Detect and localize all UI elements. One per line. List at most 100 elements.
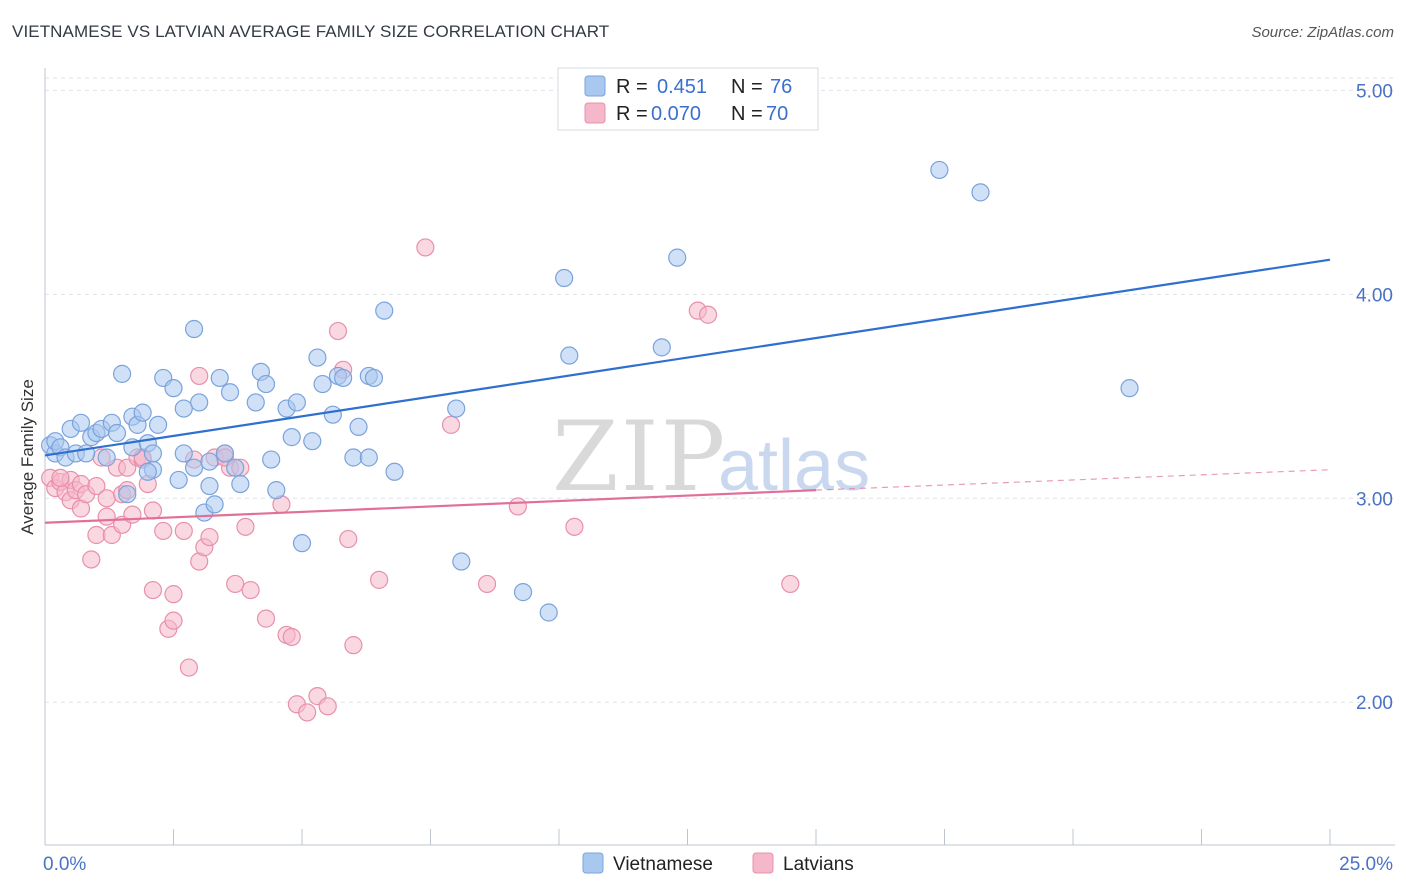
latvians-point [123,505,142,524]
vietnamese-point [323,405,342,424]
vietnamese-point [184,458,204,477]
latvians-point [344,636,363,655]
latvians-point [477,574,497,594]
vietnamese-point [215,444,234,463]
watermark: ZIP atlas [552,401,870,513]
vietnamese-point [174,444,193,463]
latvians-point [87,525,106,545]
vietnamese-point [200,476,219,496]
vietnamese-point [262,450,281,469]
vietnamese-point [205,495,224,514]
vietnamese-point [282,428,301,447]
latvians-point [97,507,116,526]
latvians-point [154,521,173,541]
latvians-point [698,305,718,324]
x-tick-label-min: 0.0% [43,854,86,875]
vietnamese-point [226,458,245,477]
vietnamese-point [169,470,188,490]
latvians-point [179,658,199,677]
y-tick-label: 5.00 [1356,81,1393,102]
legend-latvians-label: Latvians [783,854,854,875]
vietnamese-point [190,393,209,412]
vietnamese-point [164,379,183,398]
vietnamese-point [555,268,574,288]
latvians-point [236,517,255,536]
latvians-point [241,580,260,600]
vietnamese-point [349,417,368,437]
grid-lines [45,77,1395,703]
vietnamese-point [287,393,306,412]
vietnamese-point [313,374,332,394]
chart-title: VIETNAMESE VS LATVIAN AVERAGE FAMILY SIZ… [12,22,610,41]
latvians-point [370,570,389,589]
legend-vietnamese-label: Vietnamese [613,854,713,875]
latvians-point [339,529,358,549]
x-tick-label-max: 25.0% [1339,854,1393,875]
latvians-point [174,521,193,541]
legend-swatch-pink [584,102,606,124]
latvians-trendline [44,489,817,524]
vietnamese-point [359,448,378,467]
legend-r-label-2: R = [616,103,648,125]
vietnamese-point [148,415,168,434]
vietnamese-point [344,448,363,467]
vietnamese-point [184,319,204,339]
latvians-point [328,321,348,341]
latvians-point [164,585,183,604]
latvians-point [298,703,317,722]
latvians-point [190,366,209,386]
vietnamese-point [143,444,163,463]
vietnamese-point [652,338,671,357]
latvians-point [51,468,70,487]
y-tick-label: 2.00 [1356,693,1393,714]
vietnamese-point [133,403,152,422]
vietnamese-point [308,348,327,367]
vietnamese-point [210,368,229,388]
legend-n-label-2: N = [731,103,763,125]
vietnamese-point [971,183,990,202]
vietnamese-point [112,364,132,383]
vietnamese-point [375,301,394,320]
latvians-point [226,574,245,594]
latvians-point [82,550,101,569]
y-tick-label: 4.00 [1356,285,1393,306]
latvians-point [416,238,435,257]
chart-source: Source: ZipAtlas.com [1251,24,1394,41]
legend-r-value-2: 0.070 [651,103,701,125]
vietnamese-point [930,160,949,180]
vietnamese-point [452,552,471,571]
latvians-point [87,476,106,496]
vietnamese-point [220,383,240,402]
vietnamese-point [246,393,265,412]
vietnamese-point [513,583,533,602]
vietnamese-point [71,413,91,432]
vietnamese-point [231,474,250,494]
latvians-point [318,697,337,716]
vietnamese-point [292,534,312,553]
vietnamese-point [256,374,276,394]
latvians-point [97,489,116,508]
vietnamese-point [668,248,687,267]
legend-n-label-1: N = [731,76,763,98]
y-axis-title: Average Family Size [18,379,37,535]
latvians-point [143,580,163,600]
y-tick-label: 3.00 [1356,489,1393,510]
vietnamese-point [364,368,384,388]
latvians-point [508,497,527,516]
latvians-point [781,574,800,594]
legend-n-value-1: 76 [770,76,792,98]
legend-r-label-1: R = [616,76,648,98]
vietnamese-point [447,399,466,418]
vietnamese-point [267,481,286,500]
vietnamese-point [97,448,116,467]
vietnamese-point [334,368,353,388]
vietnamese-point [200,452,219,471]
legend-n-value-2: 70 [766,103,788,125]
legend-swatch-blue [584,75,606,97]
latvians-point [565,517,584,536]
legend-vietnamese-swatch [582,852,604,874]
correlation-legend: R = 0.451 N = 76 R = 0.070 N = 70 [557,67,819,131]
vietnamese-point [560,346,579,365]
watermark-zip: ZIP [552,401,727,513]
